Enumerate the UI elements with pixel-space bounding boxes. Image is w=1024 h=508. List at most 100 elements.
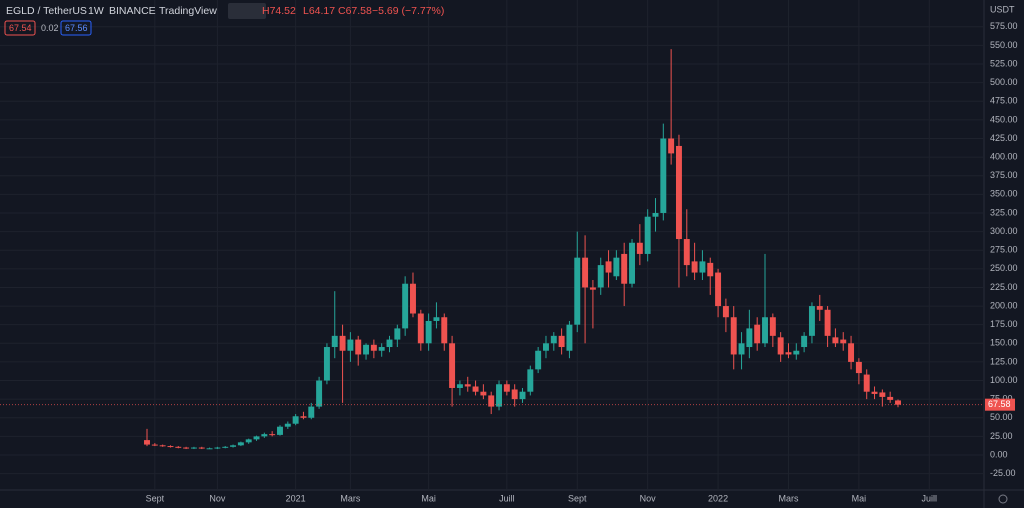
candle-body [801, 335, 808, 348]
x-tick-label: Mai [852, 493, 867, 503]
y-tick-label: 0.00 [990, 449, 1008, 459]
candle-body [331, 335, 338, 348]
candle-body [848, 343, 855, 362]
badge [60, 20, 92, 36]
x-tick-label: Mars [778, 493, 798, 503]
candle-body [621, 253, 628, 284]
candle-body [292, 416, 299, 424]
badge-text: 0.02 [41, 23, 59, 33]
x-tick-label: Mars [340, 493, 360, 503]
candle-body [746, 328, 753, 348]
badge-text: 67.54 [9, 23, 32, 33]
candle-body [284, 423, 291, 427]
candle-body [253, 436, 260, 440]
candle-body [198, 447, 205, 449]
candle-body [793, 350, 800, 355]
candle-body [754, 324, 761, 344]
candle-body [691, 261, 698, 273]
currency: USDT [990, 4, 1015, 14]
candle-body [535, 350, 542, 370]
candle-body [855, 361, 862, 374]
y-tick-label: 425.00 [990, 133, 1018, 143]
candle-body [206, 448, 213, 450]
y-tick-label: 325.00 [990, 207, 1018, 217]
candle-body [339, 335, 346, 351]
y-tick-label: 275.00 [990, 245, 1018, 255]
candle-body [378, 347, 385, 351]
x-tick-label: Nov [640, 493, 657, 503]
y-tick-label: 525.00 [990, 58, 1018, 68]
candle-body [816, 306, 823, 310]
y-tick-label: 575.00 [990, 21, 1018, 31]
candle-body [496, 384, 503, 407]
candle-body [636, 242, 643, 254]
source: TradingView [159, 5, 217, 17]
candle-body [574, 257, 581, 325]
candle-body [316, 380, 323, 407]
candle-body [840, 339, 847, 344]
price-tag-text: 67.58 [988, 399, 1011, 409]
candle-body [887, 396, 894, 400]
exchange: BINANCE [109, 5, 156, 17]
interval: 1W [88, 5, 104, 17]
candle-body [300, 416, 307, 418]
candle-body [769, 317, 776, 336]
x-tick-label: Sept [568, 493, 587, 503]
x-tick-label: Nov [209, 493, 226, 503]
candle-body [597, 265, 604, 288]
candle-body [480, 391, 487, 396]
plot [0, 0, 984, 490]
y-tick-label: 250.00 [990, 263, 1018, 273]
candle-body [433, 317, 440, 321]
candle-body [605, 261, 612, 273]
candle-body [464, 384, 471, 387]
candle-body [159, 445, 166, 447]
candle-body [308, 406, 315, 418]
y-tick-label: 175.00 [990, 319, 1018, 329]
candle-body [363, 344, 370, 355]
y-tick-label: 500.00 [990, 77, 1018, 87]
candle-body [824, 309, 831, 336]
low-value: L64.17 [303, 5, 335, 17]
candle-body [863, 374, 870, 392]
y-tick-label: 100.00 [990, 375, 1018, 385]
close-value: C67.58 [338, 5, 372, 17]
x-tick-label: Juill [922, 493, 938, 503]
candle-body [355, 339, 362, 355]
y-tick-label: 375.00 [990, 170, 1018, 180]
y-tick-label: -25.00 [990, 468, 1016, 478]
candle-body [808, 306, 815, 336]
candle-body [707, 262, 714, 277]
y-tick-label: 225.00 [990, 282, 1018, 292]
toolbar[interactable] [228, 3, 266, 19]
candle-body [269, 434, 276, 436]
candle-body [190, 447, 197, 449]
candle-body [668, 138, 675, 154]
x-tick-label: 2021 [286, 493, 306, 503]
settings-icon[interactable] [998, 494, 1008, 504]
symbol: EGLD / TetherUS [6, 5, 87, 17]
candle-body [613, 257, 620, 277]
candle-body [566, 324, 573, 351]
x-tick-label: Sept [146, 493, 165, 503]
candle-body [151, 444, 158, 446]
y-tick-label: 125.00 [990, 356, 1018, 366]
candle-body [715, 272, 722, 307]
candle-body [347, 339, 354, 351]
x-tick-label: Mai [421, 493, 436, 503]
candle-body [762, 317, 768, 344]
x-tick-label: Juill [499, 493, 515, 503]
candle-body [245, 439, 252, 443]
candle-body [589, 287, 596, 290]
candle-body [323, 347, 330, 381]
x-tick-label: 2022 [708, 493, 728, 503]
candle-body [277, 426, 283, 435]
candle-body [167, 446, 174, 448]
candle-body [386, 339, 393, 348]
candle-body [183, 447, 190, 449]
candle-body [449, 343, 456, 388]
candle-body [558, 335, 565, 348]
y-tick-label: 150.00 [990, 338, 1018, 348]
